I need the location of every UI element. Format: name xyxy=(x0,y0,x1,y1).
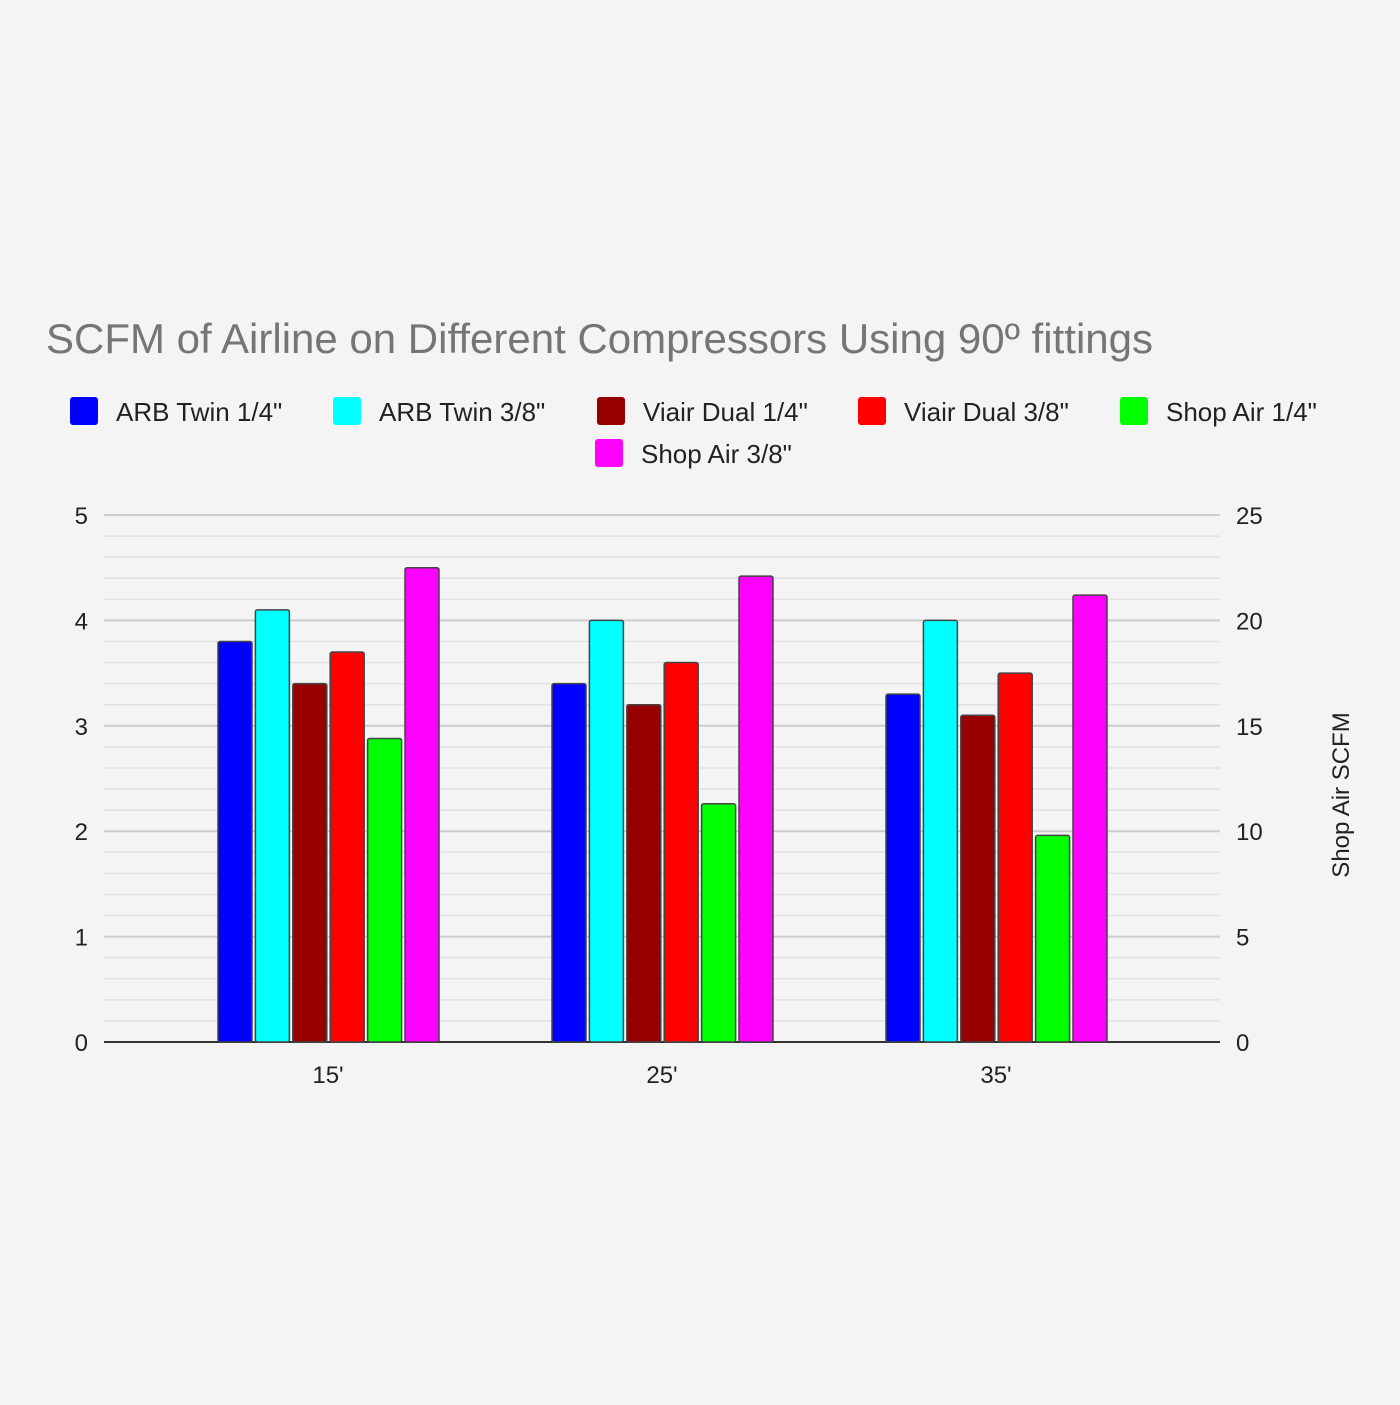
bar-arb-twin-1-4--2 xyxy=(885,693,921,1043)
x-tick-label: 15' xyxy=(312,1062,343,1089)
left-tick-label: 1 xyxy=(75,925,88,952)
x-tick-label: 35' xyxy=(980,1062,1011,1089)
legend-swatch xyxy=(333,397,361,425)
bar-viair-dual-3-8--1 xyxy=(663,661,699,1043)
bar-shop-air-1-4--0 xyxy=(366,737,403,1043)
bar-viair-dual-1-4--1 xyxy=(626,703,662,1043)
right-tick-label: 10 xyxy=(1236,819,1263,846)
legend-swatch xyxy=(595,439,623,467)
bar-arb-twin-3-8--2 xyxy=(922,619,959,1043)
left-tick-label: 2 xyxy=(75,819,88,846)
legend-swatch xyxy=(1120,397,1148,425)
left-tick-label: 5 xyxy=(75,503,88,530)
legend-swatch xyxy=(597,397,625,425)
bar-shop-air-3-8--2 xyxy=(1072,594,1108,1043)
legend-label: Shop Air 3/8" xyxy=(641,439,792,469)
bar-arb-twin-1-4--0 xyxy=(217,640,253,1043)
bar-shop-air-3-8--1 xyxy=(738,575,774,1043)
bar-viair-dual-3-8--0 xyxy=(329,651,365,1043)
bar-shop-air-1-4--1 xyxy=(700,803,737,1043)
left-tick-label: 4 xyxy=(75,608,88,635)
legend-label: ARB Twin 3/8" xyxy=(379,397,545,427)
right-tick-label: 20 xyxy=(1236,608,1263,635)
bar-viair-dual-3-8--2 xyxy=(997,672,1033,1043)
left-tick-label: 0 xyxy=(75,1030,88,1057)
bar-shop-air-3-8--0 xyxy=(404,566,440,1043)
legend-label: ARB Twin 1/4" xyxy=(116,397,282,427)
x-tick-label: 25' xyxy=(646,1062,677,1089)
bar-viair-dual-1-4--2 xyxy=(960,714,996,1043)
left-tick-label: 3 xyxy=(75,714,88,741)
bar-arb-twin-3-8--0 xyxy=(254,609,291,1043)
legend-label: Viair Dual 3/8" xyxy=(904,397,1069,427)
legend-label: Viair Dual 1/4" xyxy=(643,397,808,427)
bar-viair-dual-1-4--0 xyxy=(292,682,328,1043)
chart-title: SCFM of Airline on Different Compressors… xyxy=(46,315,1153,362)
right-tick-label: 25 xyxy=(1236,503,1263,530)
bar-shop-air-1-4--2 xyxy=(1034,834,1071,1043)
legend-label: Shop Air 1/4" xyxy=(1166,397,1317,427)
bar-arb-twin-3-8--1 xyxy=(588,619,625,1043)
right-axis-label: Shop Air SCFM xyxy=(1328,712,1355,877)
bar-arb-twin-1-4--1 xyxy=(551,682,587,1043)
right-tick-label: 0 xyxy=(1236,1030,1249,1057)
right-tick-label: 15 xyxy=(1236,714,1263,741)
legend-swatch xyxy=(858,397,886,425)
right-tick-label: 5 xyxy=(1236,925,1249,952)
legend-swatch xyxy=(70,397,98,425)
